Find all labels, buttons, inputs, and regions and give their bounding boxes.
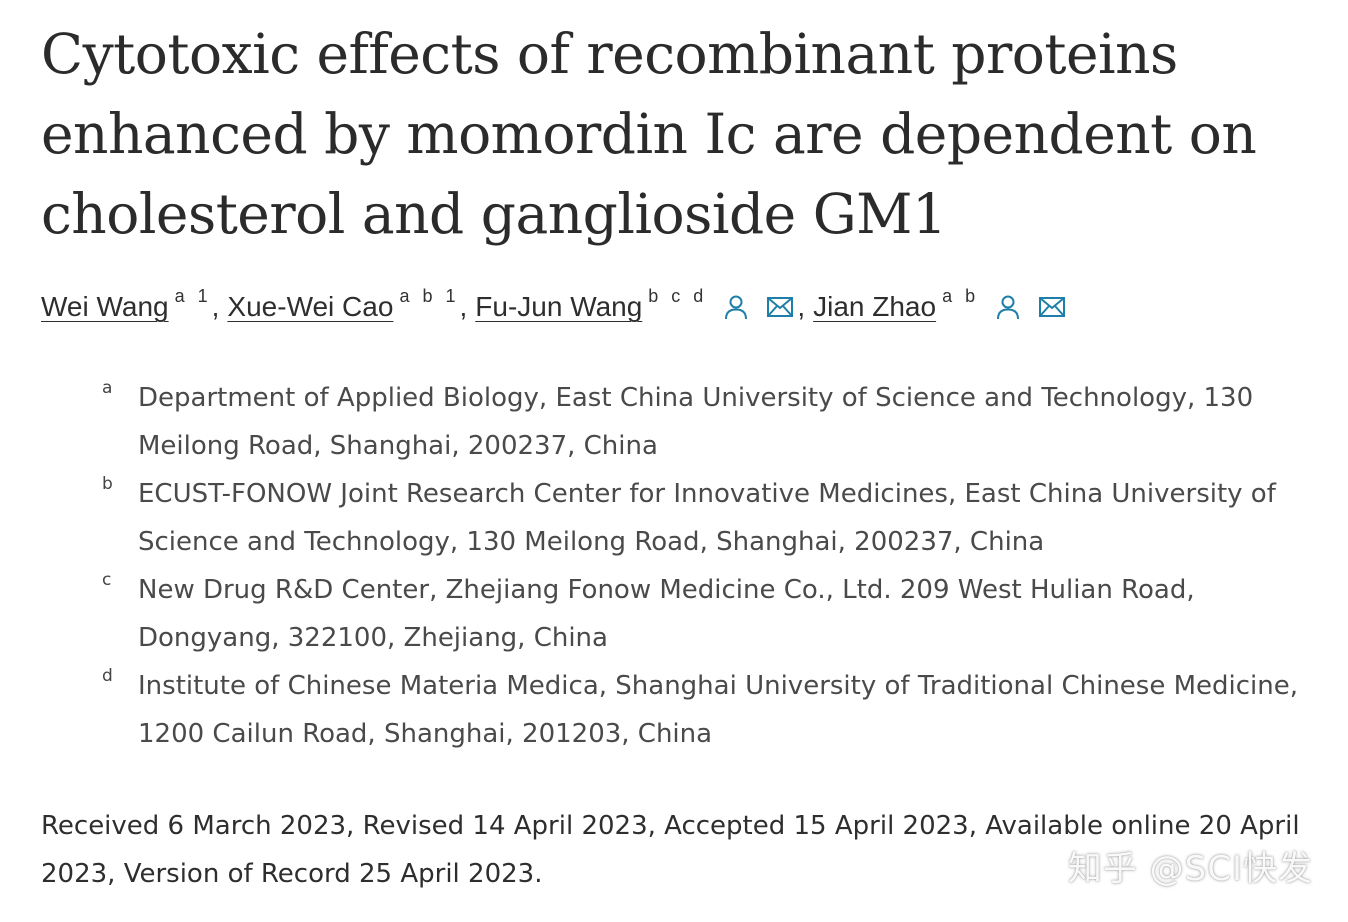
affiliation-item: d Institute of Chinese Materia Medica, S… [102,662,1322,758]
article-history: Received 6 March 2023, Revised 14 April … [41,802,1311,898]
affiliations-list: a Department of Applied Biology, East Ch… [102,374,1322,758]
author-separator: , [211,291,220,322]
affiliation-text-line: ECUST-FONOW Joint Research Center for In… [138,479,1276,509]
affiliation-item: b ECUST-FONOW Joint Research Center for … [102,470,1322,566]
title-line: enhanced by momordin Ic are dependent on [41,102,1257,166]
person-icon[interactable] [993,292,1023,322]
affiliation-text-line: Science and Technology, 130 Meilong Road… [138,527,1045,557]
author-item: Fu-Jun Wang b c d , [475,286,813,323]
watermark: 知乎 @SCI快发 [1067,849,1313,889]
affiliation-item: a Department of Applied Biology, East Ch… [102,374,1322,470]
affiliation-label: c [102,570,112,590]
author-link[interactable]: Wei Wang [41,291,169,322]
author-separator: , [459,291,468,322]
affiliation-text-line: Dongyang, 322100, Zhejiang, China [138,623,608,653]
envelope-icon[interactable] [765,292,795,322]
author-separator: , [797,291,806,322]
author-link[interactable]: Xue-Wei Cao [227,291,394,322]
title-line: Cytotoxic effects of recombinant protein… [41,22,1178,86]
author-affiliation-marks: a b 1 [399,285,460,306]
affiliation-text-line: New Drug R&D Center, Zhejiang Fonow Medi… [138,575,1195,605]
author-item: Xue-Wei Cao a b 1, [227,286,475,323]
affiliation-text-line: Department of Applied Biology, East Chin… [138,383,1254,413]
envelope-icon[interactable] [1037,292,1067,322]
author-affiliation-marks: b c d [648,285,708,306]
author-link[interactable]: Fu-Jun Wang [475,291,643,322]
author-link[interactable]: Jian Zhao [813,291,937,322]
title-line: cholesterol and ganglioside GM1 [41,182,947,246]
person-icon[interactable] [721,292,751,322]
affiliation-item: c New Drug R&D Center, Zhejiang Fonow Me… [102,566,1322,662]
affiliation-text-line: Institute of Chinese Materia Medica, Sha… [138,671,1299,701]
affiliation-text-line: 1200 Cailun Road, Shanghai, 201203, Chin… [138,719,713,749]
affiliation-label: d [102,666,113,686]
author-item: Wei Wang a 1, [41,286,227,323]
author-affiliation-marks: a 1 [174,285,212,306]
history-line: 2023, Version of Record 25 April 2023. [41,859,543,889]
history-line: Received 6 March 2023, Revised 14 April … [41,811,1300,841]
author-affiliation-marks: a b [942,285,980,306]
affiliation-text-line: Meilong Road, Shanghai, 200237, China [138,431,658,461]
author-list: Wei Wang a 1, Xue-Wei Cao a b 1, Fu-Jun Wa… [41,282,1067,332]
article-title: Cytotoxic effects of recombinant protein… [41,14,1321,254]
affiliation-label: a [102,378,113,398]
author-item: Jian Zhao a b [813,286,1067,323]
affiliation-label: b [102,474,113,494]
